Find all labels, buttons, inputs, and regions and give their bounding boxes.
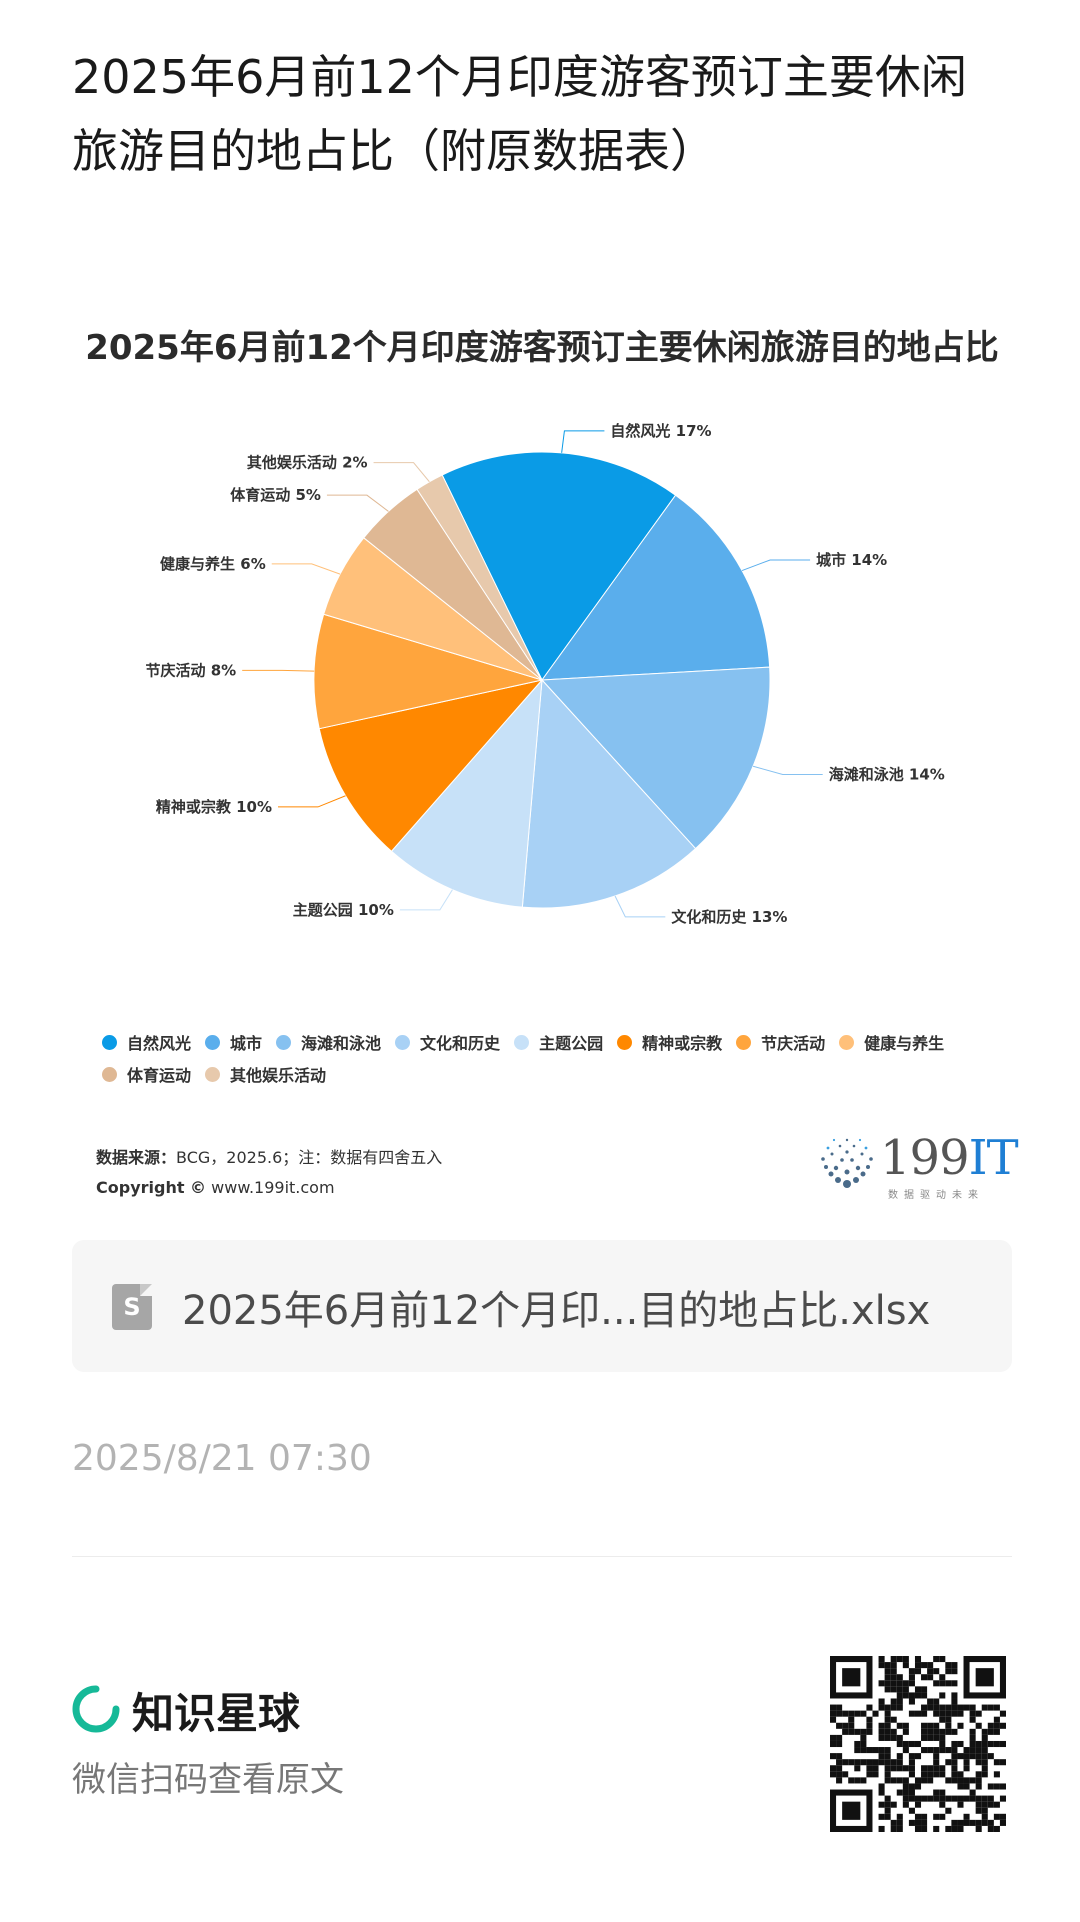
pie-leader-10 [373, 462, 430, 483]
legend-item: 健康与养生 [839, 1030, 944, 1054]
pie-leader-1 [561, 430, 605, 453]
legend-label: 节庆活动 [761, 1034, 826, 1053]
platform-name: 知识星球 [132, 1689, 301, 1738]
legend-item: 自然风光 [102, 1030, 191, 1054]
source-text: BCG，2025.6；注：数据有四舍五入 [176, 1148, 443, 1167]
pie-label-1: 自然风光 17% [610, 422, 711, 440]
pie-leader-6 [277, 795, 346, 808]
pie-slice-3 [540, 666, 771, 850]
source-label: 数据来源： [96, 1148, 177, 1167]
legend-swatch [205, 1034, 221, 1050]
pie-leader-9 [326, 494, 389, 512]
pie-leader-4 [614, 895, 666, 918]
pie-label-7: 节庆活动 8% [145, 661, 236, 679]
legend-label: 精神或宗教 [642, 1034, 723, 1053]
pie-leader-5 [399, 889, 453, 911]
chart-title: 2025年6月前12个月印度游客预订主要休闲旅游目的地占比 [85, 328, 999, 368]
legend-swatch [102, 1034, 117, 1050]
chart-source: 数据来源：BCG，2025.6；注：数据有四舍五入 Copyright © ww… [96, 1143, 442, 1203]
pie-label-2: 城市 14% [816, 551, 887, 569]
brand-slogan: 数据驱动未来 [888, 1190, 984, 1201]
copyright-text: www.199it.com [211, 1178, 335, 1197]
spreadsheet-file-icon: S [112, 1284, 152, 1330]
legend-item: 文化和历史 [395, 1030, 500, 1054]
pie-leader-2 [741, 559, 811, 572]
legend-label: 自然风光 [127, 1034, 192, 1053]
legend-item: 精神或宗教 [617, 1030, 722, 1054]
legend-swatch [736, 1034, 752, 1050]
legend-label: 体育运动 [127, 1066, 192, 1085]
pie-label-4: 文化和历史 13% [671, 908, 787, 926]
chart-legend: 自然风光 城市 海滩和泳池 文化和历史 主题公园 精神或宗教 节庆活动 健康与养生体育运动 其他… [102, 1030, 1002, 1086]
pie-leader-3 [752, 765, 823, 776]
pie-leader-8 [271, 563, 341, 575]
brand-name: 199IT [880, 1130, 1019, 1186]
legend-swatch [395, 1034, 411, 1050]
pie-slice-2 [540, 494, 771, 681]
legend-swatch [205, 1066, 221, 1082]
chart-image[interactable]: 2025年6月前12个月印度游客预订主要休闲旅游目的地占比 自然风光 17% 城市… [72, 300, 1019, 1220]
legend-label: 健康与养生 [864, 1034, 945, 1053]
pie-slice-1 [441, 451, 677, 681]
pie-leader-7 [242, 669, 315, 672]
copyright-label: Copyright © [96, 1178, 207, 1197]
scan-hint: 微信扫码查看原文 [72, 1760, 344, 1800]
legend-label: 其他娱乐活动 [230, 1066, 327, 1085]
pie-slice-6 [318, 679, 544, 852]
legend-item: 主题公园 [514, 1030, 603, 1054]
legend-label: 海滩和泳池 [301, 1034, 382, 1053]
pie-slice-10 [416, 474, 543, 681]
qr-code-icon[interactable] [830, 1656, 1006, 1832]
legend-swatch [839, 1034, 855, 1050]
brand-logo: 199IT 数据驱动未来 [814, 1130, 1019, 1210]
attachment-file-name[interactable]: 2025年6月前12个月印...目的地占比.xlsx [182, 1288, 931, 1334]
legend-swatch [102, 1066, 117, 1082]
legend-swatch [276, 1034, 292, 1050]
post-timestamp: 2025/8/21 07:30 [72, 1438, 372, 1479]
pie-slice-4 [521, 678, 697, 909]
legend-item: 海滩和泳池 [276, 1030, 381, 1054]
legend-item: 其他娱乐活动 [205, 1062, 326, 1086]
pie-label-5: 主题公园 10% [293, 901, 394, 919]
legend-item: 城市 [205, 1030, 262, 1054]
divider [72, 1556, 1012, 1557]
legend-swatch [617, 1034, 633, 1050]
legend-item: 节庆活动 [736, 1030, 825, 1054]
attachment-card[interactable]: S 2025年6月前12个月印...目的地占比.xlsx [72, 1240, 1012, 1372]
legend-label: 主题公园 [539, 1034, 604, 1053]
pie-label-6: 精神或宗教 10% [156, 798, 272, 816]
pie-label-9: 体育运动 5% [230, 486, 321, 504]
pie-label-10: 其他娱乐活动 2% [247, 454, 368, 472]
legend-label: 文化和历史 [420, 1034, 501, 1053]
pie-label-8: 健康与养生 6% [160, 555, 266, 573]
pie-chart: 自然风光 17% 城市 14% 海滩和泳池 14% 文化和历史 13% 主题公园 10%… [145, 422, 945, 926]
brand-dots-icon [821, 1138, 873, 1188]
post-title: 2025年6月前12个月印度游客预订主要休闲旅游目的地占比（附原数据表） [72, 50, 967, 178]
legend-swatch [514, 1034, 530, 1050]
legend-item: 体育运动 [102, 1062, 191, 1086]
pie-label-3: 海滩和泳池 14% [829, 766, 945, 784]
legend-label: 城市 [230, 1034, 263, 1053]
pie-slice-5 [390, 678, 543, 908]
zsxq-logo-icon [72, 1685, 120, 1733]
